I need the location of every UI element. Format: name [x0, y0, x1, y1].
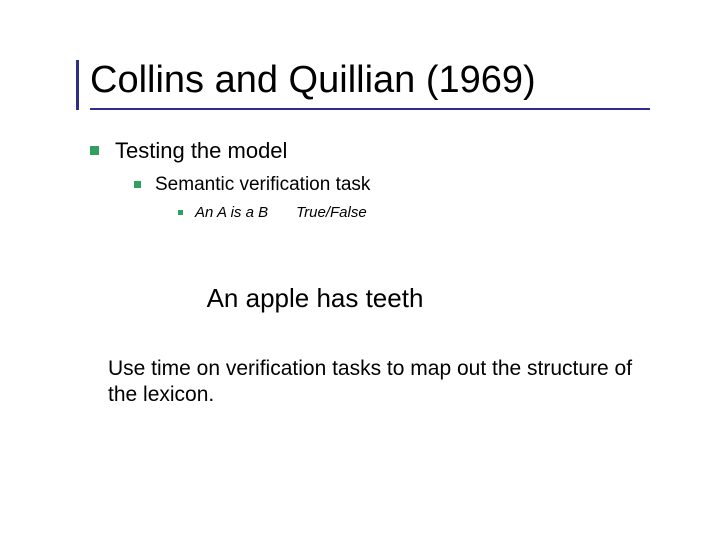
- bullet-level-3-text: An A is a B True/False: [195, 204, 367, 221]
- slide-body: Testing the model Semantic verification …: [90, 138, 660, 221]
- slide-title: Collins and Quillian (1969): [90, 60, 680, 102]
- closing-text: Use time on verification tasks to map ou…: [108, 356, 650, 409]
- square-bullet-icon: [178, 210, 183, 215]
- title-underline: [90, 108, 650, 110]
- accent-bar: [76, 60, 79, 110]
- bullet-level-2-text: Semantic verification task: [155, 174, 370, 196]
- square-bullet-icon: [90, 146, 99, 155]
- square-bullet-icon: [134, 181, 141, 188]
- bullet-level-2: Semantic verification task: [134, 174, 660, 196]
- bullet-level-3-part1: An A is a B: [195, 204, 268, 221]
- example-sentence: An apple has teeth: [0, 283, 720, 314]
- bullet-level-3: An A is a B True/False: [178, 204, 660, 221]
- title-block: Collins and Quillian (1969): [90, 60, 680, 110]
- bullet-level-3-part2: True/False: [296, 204, 367, 221]
- bullet-level-1: Testing the model: [90, 138, 660, 164]
- bullet-level-1-text: Testing the model: [115, 138, 287, 164]
- slide: Collins and Quillian (1969) Testing the …: [0, 0, 720, 540]
